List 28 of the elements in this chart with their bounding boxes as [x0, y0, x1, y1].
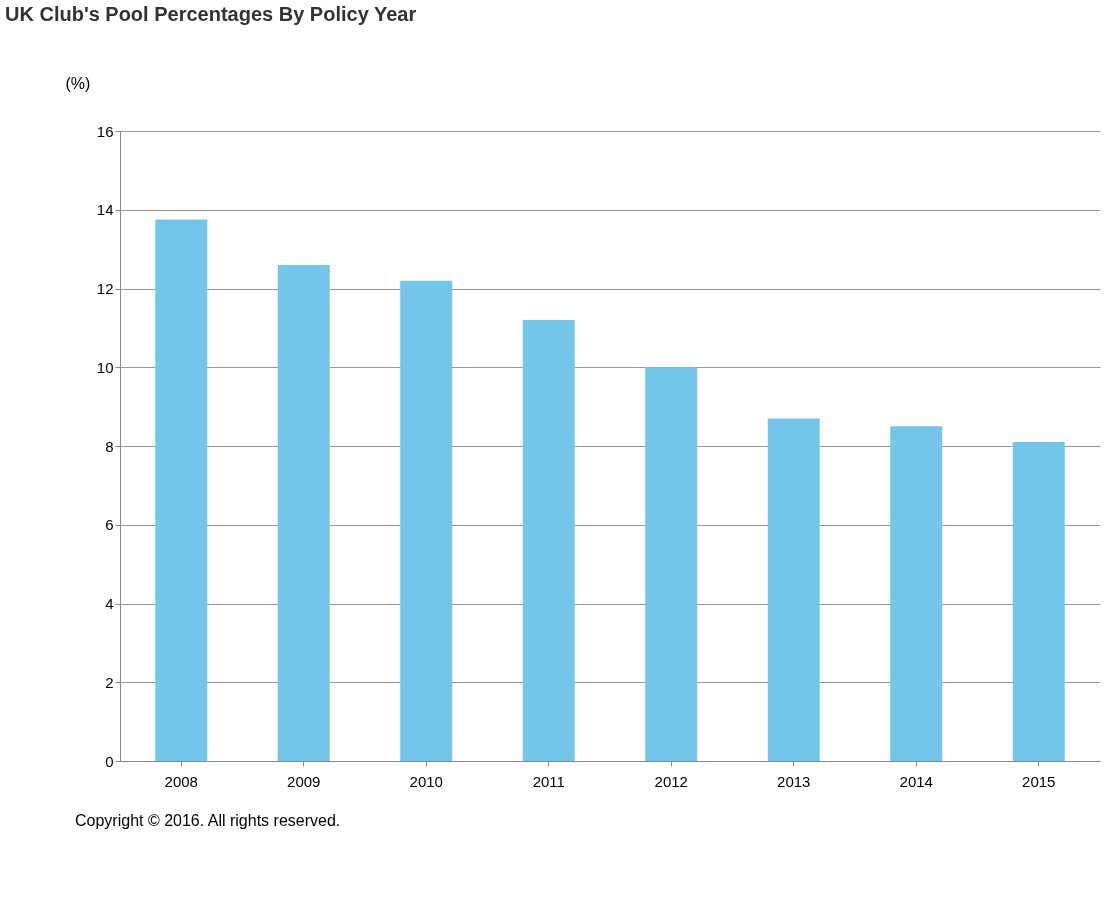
y-tick-label: 2: [105, 673, 114, 691]
y-tick-label: 4: [105, 595, 114, 612]
bar: [400, 280, 453, 761]
x-tick-label: 2010: [409, 772, 443, 790]
bar: [277, 264, 330, 761]
y-tick-label: 12: [96, 280, 114, 297]
x-tick-label: 2009: [287, 772, 321, 790]
bar: [890, 426, 943, 761]
bar: [522, 320, 575, 761]
y-axis-title: (%): [65, 74, 91, 92]
chart-title: UK Club's Pool Percentages By Policy Year: [5, 3, 417, 25]
y-tick-label: 10: [96, 358, 114, 376]
bar: [1012, 442, 1065, 761]
y-tick-label: 16: [96, 122, 114, 140]
bar: [155, 219, 208, 761]
y-tick-label: 8: [105, 437, 114, 455]
x-tick-label: 2011: [532, 772, 565, 790]
x-tick-label: 2013: [777, 772, 811, 790]
x-tick-label: 2015: [1022, 772, 1056, 790]
x-tick-label: 2012: [654, 772, 688, 790]
bar: [645, 367, 698, 761]
y-tick-label: 0: [105, 752, 114, 770]
x-tick-label: 2008: [164, 772, 198, 790]
y-tick-label: 14: [96, 201, 114, 219]
y-tick-label: 6: [105, 516, 114, 534]
text: Copyright © 2016. All rights reserved.: [75, 812, 341, 829]
bar: [767, 418, 820, 761]
x-tick-label: 2014: [899, 772, 933, 790]
